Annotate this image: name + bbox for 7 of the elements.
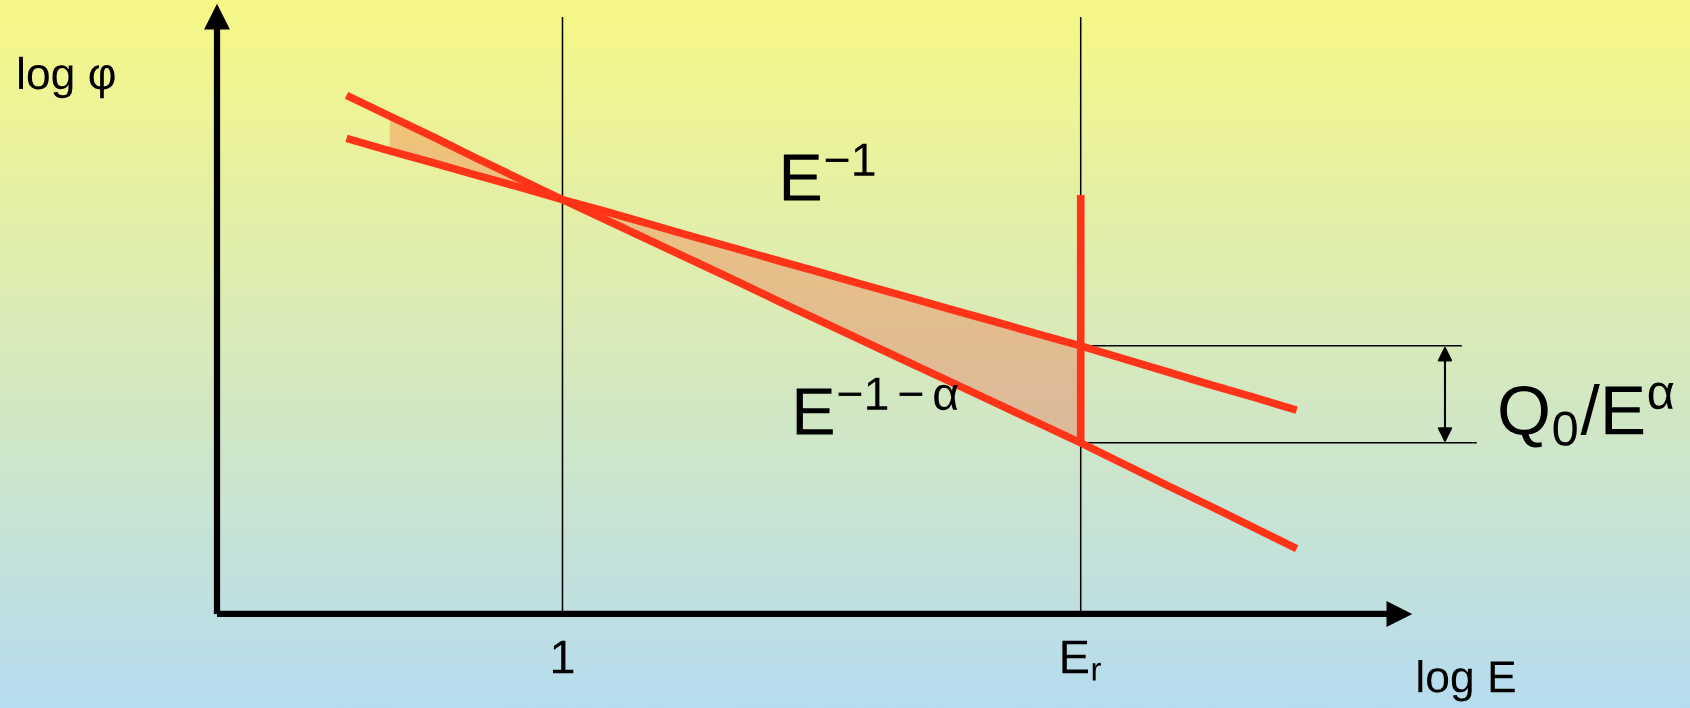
text: Q$_{0}$/E$^{α}$: [1500, 382, 1674, 448]
series-label: E$^{−1−α}$: [796, 377, 958, 435]
x-tick-label: 1: [552, 640, 574, 674]
series-label: E$^{−1}$: [783, 143, 875, 201]
x-axis-title: log E: [1418, 659, 1515, 702]
y-axis-title: log φ: [19, 56, 115, 99]
x-tick-label: E$_{r}$: [1062, 640, 1101, 681]
